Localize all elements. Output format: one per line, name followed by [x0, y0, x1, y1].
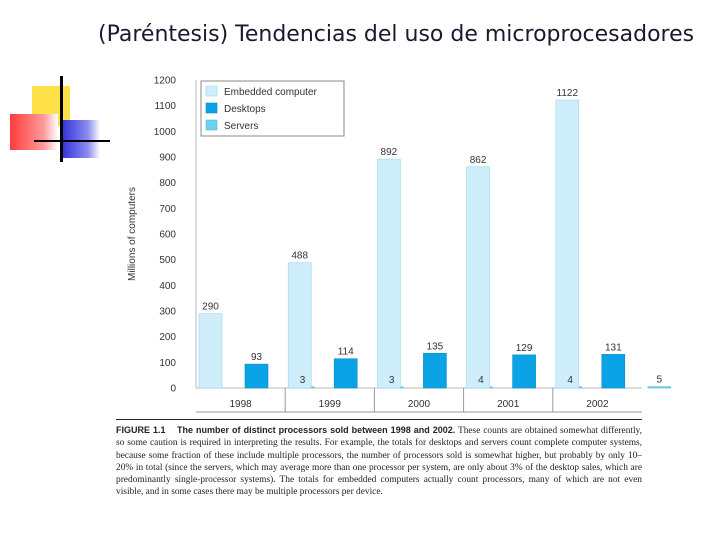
x-tick-label: 1998: [229, 399, 252, 410]
bar: [333, 358, 358, 389]
bar: [601, 354, 626, 389]
data-label: 5: [657, 375, 663, 386]
y-axis-label: Millions of computers: [127, 187, 138, 281]
y-tick-label: 1000: [154, 127, 177, 138]
y-tick-label: 900: [159, 153, 176, 164]
data-label: 862: [470, 155, 487, 166]
red-square: [10, 114, 58, 150]
data-label: 135: [427, 341, 444, 352]
caption-body: These counts are obtained somewhat diffe…: [116, 426, 643, 498]
legend-box: [200, 80, 345, 137]
legend-label: Desktops: [224, 104, 266, 115]
figure-caption: FIGURE 1.1 The number of distinct proces…: [116, 424, 642, 499]
y-tick-label: 700: [159, 204, 176, 215]
data-label: 290: [202, 302, 219, 313]
data-label: 114: [338, 347, 354, 358]
bar: [198, 313, 223, 389]
legend-swatch: [205, 85, 218, 97]
slide-title: (Paréntesis) Tendencias del uso de micro…: [98, 22, 695, 47]
legend-swatch: [205, 102, 218, 114]
y-tick-label: 300: [159, 307, 176, 318]
y-tick-label: 100: [159, 358, 176, 369]
x-tick-label: 2002: [586, 399, 609, 410]
data-label: 1122: [557, 88, 579, 99]
y-tick-label: 400: [159, 281, 176, 292]
legend: Embedded computer Desktops Servers: [200, 80, 345, 137]
data-label: 4: [567, 375, 573, 386]
data-label: 3: [300, 375, 306, 386]
y-tick-label: 500: [159, 255, 176, 266]
bar: [512, 354, 536, 389]
legend-swatch: [205, 119, 218, 131]
bar: [244, 363, 269, 389]
bar-chart: 0 100 200 300 400 500 600 700 800 900 1000 1100 1200…: [116, 76, 672, 420]
data-label: 129: [516, 343, 533, 354]
blue-square: [60, 120, 100, 158]
data-label: 488: [291, 251, 308, 262]
x-tick-label: 2001: [497, 399, 520, 410]
x-tick-label: 1999: [319, 399, 342, 410]
decorative-squares: [0, 70, 120, 165]
data-label: 892: [381, 147, 398, 158]
vertical-line: [60, 76, 63, 162]
bar: [466, 166, 490, 389]
x-tick-label: 2000: [408, 399, 431, 410]
figure-label: FIGURE 1.1: [116, 425, 166, 435]
horizontal-line: [34, 140, 110, 142]
bar: [287, 262, 312, 389]
legend-label: Embedded computer: [224, 87, 318, 98]
y-tick-label: 1100: [154, 101, 176, 112]
y-tick-label: 1200: [154, 76, 177, 87]
y-tick-label: 800: [159, 178, 176, 189]
caption-lead: The number of distinct processors sold b…: [177, 425, 456, 435]
data-label: 3: [389, 375, 395, 386]
bar: [377, 158, 401, 389]
data-label: 131: [605, 342, 622, 353]
legend-label: Servers: [224, 121, 258, 132]
data-label: 4: [478, 375, 484, 386]
bar: [423, 353, 447, 389]
y-tick-label: 0: [170, 384, 176, 395]
y-tick-label: 600: [159, 230, 176, 241]
y-tick-label: 200: [159, 332, 176, 343]
bar: [647, 386, 672, 389]
bar: [555, 99, 580, 389]
data-label: 93: [251, 352, 263, 363]
